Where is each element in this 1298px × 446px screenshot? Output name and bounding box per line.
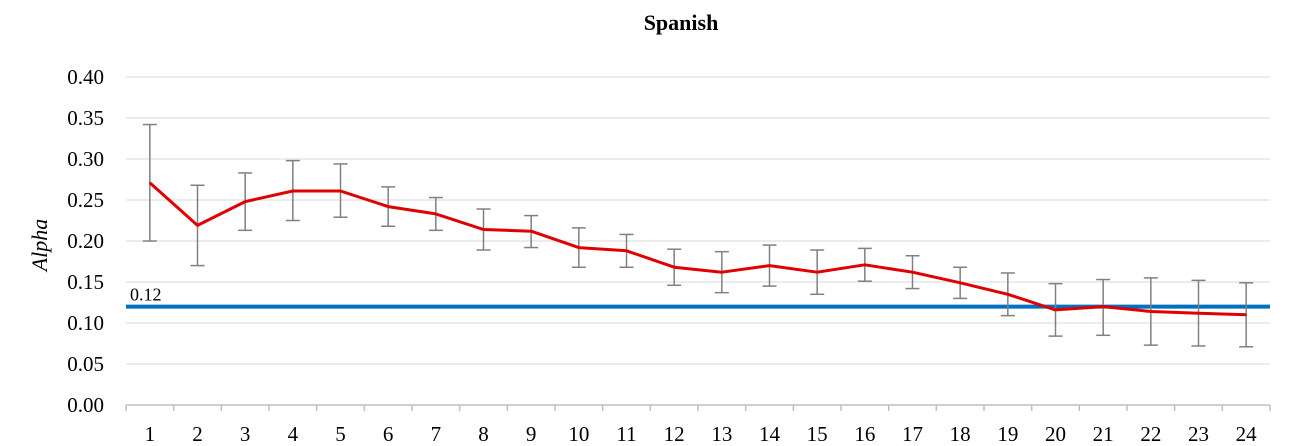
data-point xyxy=(769,265,770,267)
data-point xyxy=(721,271,723,273)
x-tick-label: 6 xyxy=(383,422,394,446)
data-point xyxy=(244,201,246,203)
data-point xyxy=(816,271,818,273)
data-point xyxy=(1007,293,1009,295)
x-tick-label: 19 xyxy=(997,422,1018,446)
y-axis-ticks: 0.00 0.05 0.10 0.15 0.20 0.25 0.30 0.35 0.40 xyxy=(67,65,104,417)
x-tick-label: 12 xyxy=(664,422,685,446)
x-tick-label: 18 xyxy=(950,422,971,446)
data-point xyxy=(292,190,294,192)
x-tick-label: 16 xyxy=(854,422,875,446)
y-tick-label: 0.20 xyxy=(67,229,104,253)
x-tick-label: 5 xyxy=(335,422,346,446)
data-point xyxy=(197,224,198,226)
data-point xyxy=(626,250,627,252)
x-tick-label: 15 xyxy=(807,422,828,446)
data-point xyxy=(1150,311,1152,313)
data-point xyxy=(1198,312,1199,314)
data-point xyxy=(530,230,532,232)
gridlines xyxy=(126,76,1270,365)
reference-line-label: 0.12 xyxy=(130,285,162,305)
y-tick-label: 0.10 xyxy=(67,311,104,335)
x-tick-label: 22 xyxy=(1140,422,1161,446)
error-bars xyxy=(142,123,1254,348)
x-tick-label: 3 xyxy=(240,422,251,446)
data-point xyxy=(387,206,389,208)
series-layer xyxy=(148,181,1247,317)
data-point xyxy=(149,182,151,184)
x-tick-label: 24 xyxy=(1236,422,1258,446)
reference-line-group: 0.12 xyxy=(126,285,1270,309)
x-tick-label: 21 xyxy=(1093,422,1114,446)
x-tick-label: 13 xyxy=(711,422,732,446)
data-point xyxy=(1055,309,1056,311)
data-point xyxy=(1102,306,1104,308)
x-tick-label: 20 xyxy=(1045,422,1066,446)
x-axis xyxy=(125,404,1271,411)
y-tick-label: 0.30 xyxy=(67,147,104,171)
y-axis-label: Alpha xyxy=(27,219,52,274)
data-point xyxy=(483,229,484,231)
chart-title: Spanish xyxy=(644,10,719,35)
y-tick-label: 0.25 xyxy=(67,188,104,212)
data-point xyxy=(673,266,675,268)
x-tick-label: 9 xyxy=(526,422,537,446)
y-tick-label: 0.35 xyxy=(67,106,104,130)
x-tick-label: 2 xyxy=(192,422,203,446)
series-line xyxy=(148,181,1247,317)
y-tick-label: 0.05 xyxy=(67,352,104,376)
x-tick-label: 7 xyxy=(431,422,442,446)
data-point xyxy=(1245,314,1247,316)
x-tick-label: 14 xyxy=(759,422,781,446)
data-point xyxy=(578,247,580,249)
x-tick-label: 8 xyxy=(478,422,489,446)
x-tick-label: 23 xyxy=(1188,422,1209,446)
data-point xyxy=(340,190,341,192)
y-tick-label: 0.00 xyxy=(67,393,104,417)
y-tick-label: 0.40 xyxy=(67,65,104,89)
x-tick-label: 4 xyxy=(288,422,299,446)
x-tick-label: 10 xyxy=(568,422,589,446)
data-point xyxy=(959,282,961,284)
data-point xyxy=(912,271,913,273)
x-tick-label: 1 xyxy=(145,422,156,446)
y-tick-label: 0.15 xyxy=(67,270,104,294)
x-tick-label: 17 xyxy=(902,422,923,446)
data-point xyxy=(864,264,866,266)
data-point xyxy=(435,213,437,215)
x-axis-ticks: 1 2 3 4 5 6 7 8 9 10 11 12 13 14 15 16 17 18 19 20 21 22 23 24 xyxy=(145,422,1258,446)
x-tick-label: 11 xyxy=(616,422,636,446)
